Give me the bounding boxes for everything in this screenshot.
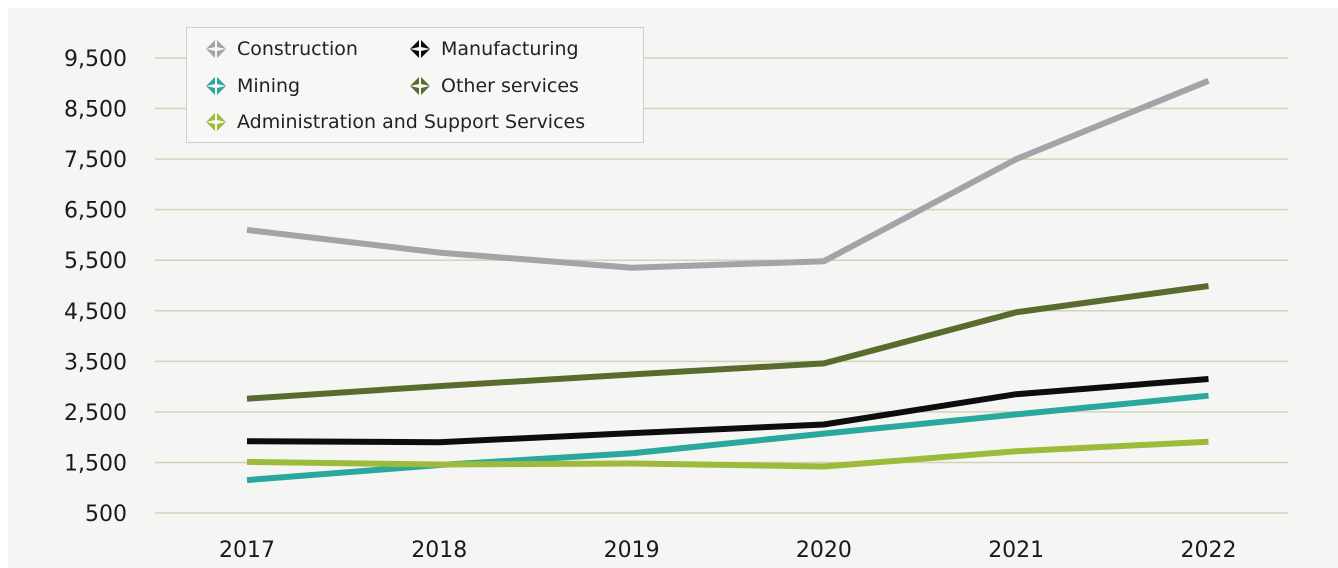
legend-marker-icon [410, 77, 430, 95]
y-tick-label: 1,500 [64, 451, 127, 476]
marker-shape [206, 113, 215, 122]
legend-item-other-services: Other services [407, 75, 579, 97]
y-tick-label: 4,500 [64, 300, 127, 325]
marker-shape [421, 86, 430, 95]
legend-marker-icon [206, 40, 226, 58]
marker-shape [421, 40, 430, 49]
marker-shape [217, 86, 226, 95]
marker-shape [206, 86, 215, 95]
legend-marker-icon [410, 40, 430, 58]
marker-shape [410, 40, 419, 49]
series-line [246, 392, 1209, 484]
marker-shape [206, 122, 215, 131]
x-tick-label: 2018 [411, 538, 467, 563]
y-tick-label: 8,500 [64, 98, 127, 123]
legend-marker-icon [206, 113, 226, 131]
x-tick-label: 2017 [219, 538, 275, 563]
legend: Construction Manufacturing Mining Other … [186, 27, 644, 143]
marker-shape [217, 77, 226, 86]
legend-marker-icon [206, 77, 226, 95]
legend-label: Mining [237, 75, 301, 97]
y-tick-label: 500 [85, 502, 127, 527]
legend-label: Other services [441, 75, 579, 97]
y-tick-label: 6,500 [64, 199, 127, 224]
marker-shape [421, 77, 430, 86]
series-lines [246, 78, 1210, 484]
legend-item-mining: Mining [203, 75, 300, 97]
y-axis-ticks: 9,500 8,500 7,500 6,500 5,500 4,500 3,500 2,500… [64, 47, 127, 527]
marker-shape [410, 77, 419, 86]
marker-shape [410, 49, 419, 58]
series-line [246, 376, 1209, 446]
y-tick-label: 7,500 [64, 148, 127, 173]
series-line [246, 438, 1209, 470]
marker-shape [421, 49, 430, 58]
y-tick-label: 3,500 [64, 350, 127, 375]
marker-shape [206, 40, 215, 49]
y-tick-label: 2,500 [64, 401, 127, 426]
marker-shape [206, 77, 215, 86]
legend-item-construction: Construction [203, 38, 358, 60]
y-tick-label: 9,500 [64, 47, 127, 72]
marker-shape [217, 40, 226, 49]
marker-shape [217, 49, 226, 58]
x-tick-label: 2022 [1181, 538, 1237, 563]
x-axis-ticks: 2017 2018 2019 2020 2021 2022 [219, 538, 1237, 563]
legend-item-manufacturing: Manufacturing [407, 38, 579, 60]
x-tick-label: 2020 [796, 538, 852, 563]
legend-label: Construction [237, 38, 358, 60]
marker-shape [217, 113, 226, 122]
marker-shape [217, 122, 226, 131]
x-tick-label: 2019 [604, 538, 660, 563]
x-tick-label: 2021 [988, 538, 1044, 563]
marker-shape [206, 49, 215, 58]
legend-label: Manufacturing [441, 38, 579, 60]
legend-item-administration: Administration and Support Services [203, 111, 585, 133]
series-line [246, 78, 1210, 271]
legend-label: Administration and Support Services [237, 111, 586, 133]
marker-shape [410, 86, 419, 95]
series-line [246, 283, 1209, 402]
y-tick-label: 5,500 [64, 249, 127, 274]
